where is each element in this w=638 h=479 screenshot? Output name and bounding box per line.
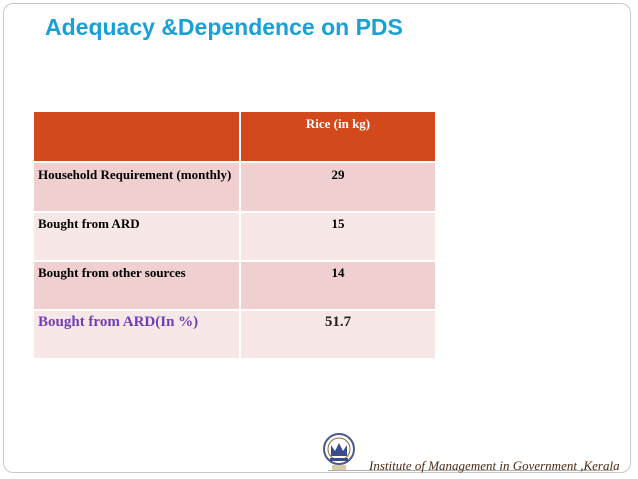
row-value: 29 bbox=[239, 161, 437, 213]
row-label: Bought from other sources bbox=[32, 260, 241, 311]
footer-divider bbox=[328, 470, 614, 471]
row-label: Bought from ARD(In %) bbox=[32, 309, 241, 360]
table-row: Bought from ARD(In %) 51.7 bbox=[32, 309, 437, 360]
table-header-row: Rice (in kg) bbox=[32, 110, 437, 163]
table-row: Bought from ARD 15 bbox=[32, 211, 437, 262]
row-label: Household Requirement (monthly) bbox=[32, 161, 241, 213]
data-table: Rice (in kg) Household Requirement (mont… bbox=[32, 110, 437, 360]
row-value: 14 bbox=[239, 260, 437, 311]
header-cell-rice: Rice (in kg) bbox=[239, 110, 437, 163]
table-row: Bought from other sources 14 bbox=[32, 260, 437, 311]
row-label: Bought from ARD bbox=[32, 211, 241, 262]
header-cell-empty bbox=[32, 110, 241, 163]
slide-title: Adequacy &Dependence on PDS bbox=[45, 14, 403, 40]
row-value: 51.7 bbox=[239, 309, 437, 360]
table-row: Household Requirement (monthly) 29 bbox=[32, 161, 437, 213]
institute-logo-icon bbox=[322, 432, 356, 474]
row-value: 15 bbox=[239, 211, 437, 262]
slide-frame bbox=[3, 3, 631, 473]
footer-institute-name: Institute of Management in Government ,K… bbox=[369, 458, 620, 473]
